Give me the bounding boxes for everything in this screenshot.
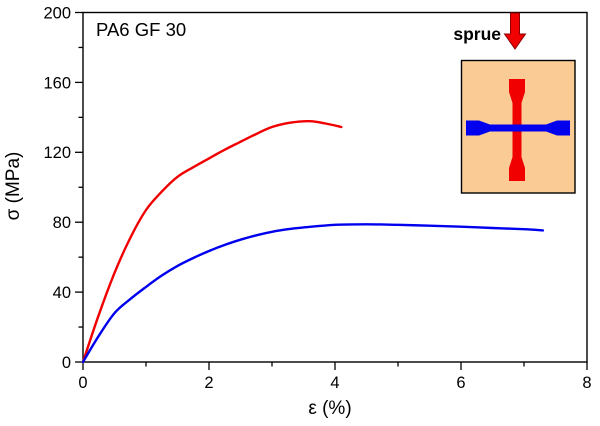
sprue-arrow-icon: [503, 12, 527, 50]
y-tick-label: 40: [53, 284, 71, 302]
x-tick-label: 2: [204, 374, 213, 392]
sprue-label: sprue: [453, 24, 501, 44]
x-tick-label: 8: [582, 374, 591, 392]
y-tick-label: 120: [43, 144, 71, 162]
y-tick-label: 80: [53, 214, 71, 232]
chart-title: PA6 GF 30: [96, 19, 186, 40]
horizontal-specimen: [466, 120, 570, 136]
tick-labels: 0 40 80 120 160 200 0 2 4 6 8: [43, 4, 591, 392]
y-tick-label: 0: [62, 354, 71, 372]
y-tick-label: 160: [43, 74, 71, 92]
x-tick-label: 0: [78, 374, 87, 392]
cross-flow-specimen-curve: [81, 223, 545, 364]
x-axis-label: ε (%): [308, 398, 351, 419]
flow-direction-specimen-curve: [81, 119, 343, 364]
axis-ticks: [75, 11, 588, 370]
y-axis-label: σ (MPa): [3, 152, 24, 221]
specimen-inset: sprue: [453, 12, 576, 194]
x-tick-label: 6: [456, 374, 465, 392]
x-tick-label: 4: [330, 374, 339, 392]
y-tick-label: 200: [43, 4, 71, 22]
